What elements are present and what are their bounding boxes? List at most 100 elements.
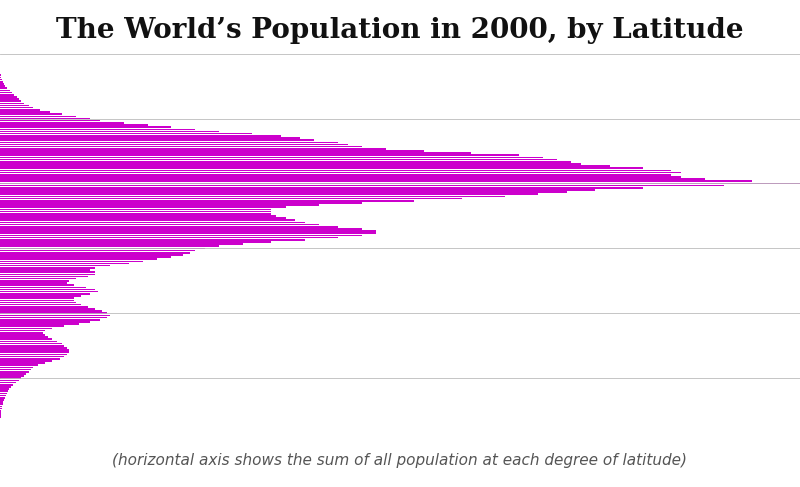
Bar (0, 178, 705, 180)
Bar (0, 142, 338, 143)
Bar (0, 301, 76, 303)
Bar (0, 83, 4, 85)
Bar (0, 213, 271, 215)
Bar (0, 408, 2, 410)
Bar (0, 103, 24, 104)
Bar (0, 310, 102, 312)
Bar (0, 76, 2, 78)
Bar (0, 92, 12, 94)
Bar (0, 354, 66, 355)
Bar (0, 239, 305, 241)
Bar (0, 241, 271, 243)
Bar (0, 373, 26, 375)
Bar (0, 308, 95, 310)
Bar (0, 220, 295, 221)
Bar (0, 208, 271, 210)
Bar (0, 369, 31, 371)
Bar (0, 291, 98, 293)
Bar (0, 382, 16, 383)
Bar (0, 165, 610, 167)
Bar (0, 137, 300, 139)
Bar (0, 81, 3, 82)
Bar (0, 131, 219, 132)
Bar (0, 129, 195, 130)
Bar (0, 406, 2, 407)
Bar (0, 284, 74, 286)
Bar (0, 399, 4, 401)
Bar (0, 230, 376, 232)
Bar (0, 243, 243, 245)
Bar (0, 337, 48, 338)
Bar (0, 185, 724, 187)
Bar (0, 124, 148, 126)
Bar (0, 401, 3, 403)
Bar (0, 371, 29, 373)
Bar (0, 144, 348, 145)
Bar (0, 259, 157, 260)
Bar (0, 247, 205, 249)
Bar (0, 215, 276, 217)
Bar (0, 278, 76, 280)
Bar (0, 250, 195, 251)
Bar (0, 274, 95, 275)
Bar (0, 204, 319, 206)
Bar (0, 222, 305, 223)
Text: The World’s Population in 2000, by Latitude: The World’s Population in 2000, by Latit… (56, 17, 744, 44)
Bar (0, 293, 90, 295)
Bar (0, 410, 2, 412)
Bar (0, 187, 643, 188)
Bar (0, 343, 62, 344)
Bar (0, 269, 90, 271)
Bar (0, 135, 281, 137)
Bar (0, 414, 1, 416)
Bar (0, 198, 462, 199)
Bar (0, 282, 66, 284)
Bar (0, 176, 681, 178)
Bar (0, 403, 3, 405)
Bar (0, 295, 81, 297)
Bar (0, 98, 19, 100)
Bar (0, 367, 34, 368)
Bar (0, 172, 681, 173)
Bar (0, 79, 2, 80)
Bar (0, 232, 376, 234)
Bar (0, 298, 74, 299)
Bar (0, 364, 38, 366)
Bar (0, 115, 76, 117)
Bar (0, 75, 1, 76)
Bar (0, 360, 52, 362)
Bar (0, 362, 46, 364)
Bar (0, 391, 8, 392)
Bar (0, 152, 471, 154)
Bar (0, 193, 538, 195)
Bar (0, 395, 6, 396)
Bar (0, 181, 752, 182)
Bar (0, 289, 95, 290)
Bar (0, 235, 362, 236)
Bar (0, 313, 107, 314)
Bar (0, 113, 62, 115)
Bar (0, 358, 59, 359)
Bar (0, 85, 5, 87)
Bar (0, 254, 183, 256)
Bar (0, 159, 557, 160)
Bar (0, 306, 88, 308)
Bar (0, 90, 10, 91)
Bar (0, 148, 386, 150)
Bar (0, 280, 69, 281)
Bar (0, 150, 424, 152)
Bar (0, 265, 110, 266)
Bar (0, 345, 64, 347)
Bar (0, 276, 88, 277)
Bar (0, 271, 95, 273)
Bar (0, 133, 252, 134)
Bar (0, 96, 17, 98)
Bar (0, 224, 319, 225)
Bar (0, 352, 69, 353)
Bar (0, 261, 143, 262)
Bar (0, 323, 78, 325)
Text: (horizontal axis shows the sum of all population at each degree of latitude): (horizontal axis shows the sum of all po… (113, 453, 687, 468)
Bar (0, 174, 671, 176)
Bar (0, 347, 66, 349)
Bar (0, 245, 219, 247)
